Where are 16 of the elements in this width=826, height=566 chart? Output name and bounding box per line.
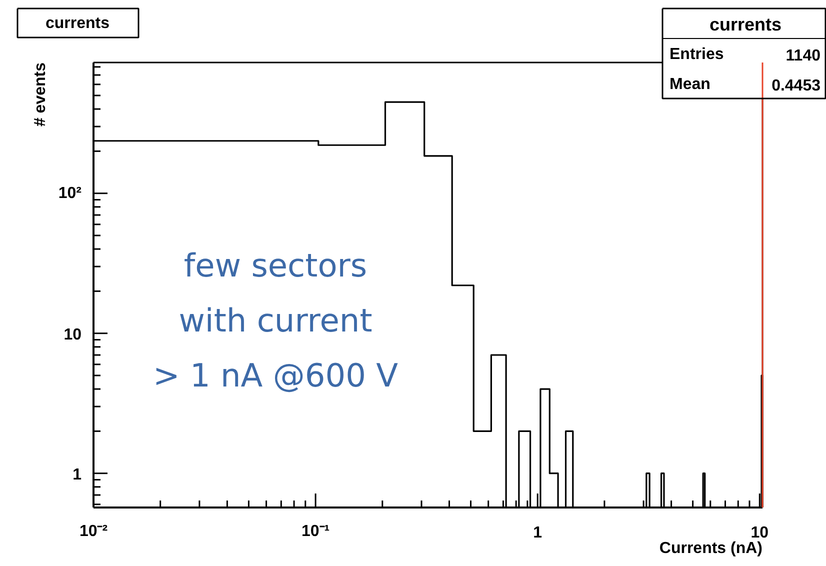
annotation: Mean bbox=[670, 76, 710, 93]
text: 0.4453 bbox=[772, 78, 821, 94]
x-tick-label: 10 bbox=[750, 524, 769, 542]
x-axis-title: Currents (nA) bbox=[659, 540, 762, 557]
y-tick-label: 10 bbox=[64, 326, 82, 344]
y-axis-title: # events bbox=[32, 62, 49, 127]
x-tick-label: 1 bbox=[533, 524, 542, 542]
x-tick-label: 10⁻² bbox=[79, 523, 108, 540]
text: 1140 bbox=[786, 48, 821, 64]
x-tick-label: 10⁻¹ bbox=[301, 523, 330, 540]
chart-title: currents bbox=[45, 15, 110, 32]
y-tick-label: 10² bbox=[58, 184, 82, 202]
text: currents bbox=[709, 14, 782, 34]
annotation: few sectors with current > 1 nA @600 V bbox=[153, 246, 398, 395]
annotation: Entries bbox=[670, 46, 724, 63]
y-tick-label: 1 bbox=[72, 466, 82, 484]
